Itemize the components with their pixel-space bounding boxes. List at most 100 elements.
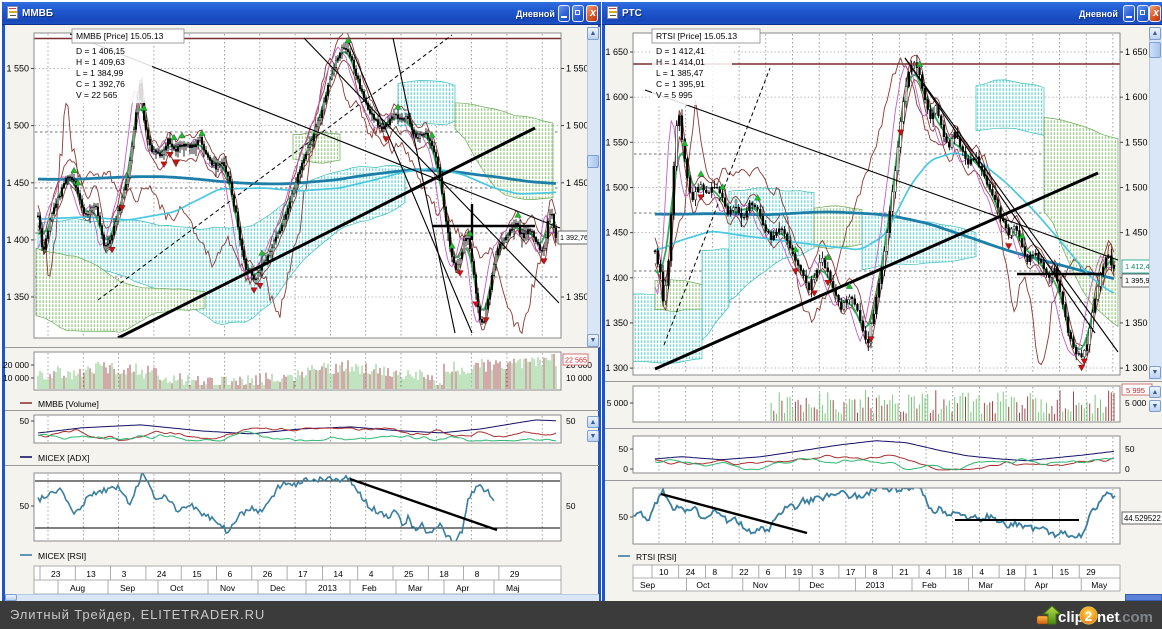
svg-text:24: 24 xyxy=(157,569,167,579)
svg-text:5 000: 5 000 xyxy=(607,398,629,408)
svg-text:Nov: Nov xyxy=(753,580,769,590)
svg-text:1 550: 1 550 xyxy=(6,64,29,74)
svg-text:MICEX [ADX]: MICEX [ADX] xyxy=(38,453,89,463)
svg-text:24: 24 xyxy=(686,567,696,577)
svg-text:Oct: Oct xyxy=(696,580,710,590)
svg-text:1 500: 1 500 xyxy=(566,121,589,131)
svg-text:RTSI [Price] 15.05.13: RTSI [Price] 15.05.13 xyxy=(656,31,737,41)
svg-text:17: 17 xyxy=(298,569,308,579)
svg-text:2013: 2013 xyxy=(866,580,885,590)
svg-text:50: 50 xyxy=(566,501,576,511)
svg-text:H = 1 414,01: H = 1 414,01 xyxy=(656,57,705,67)
svg-text:22: 22 xyxy=(739,567,749,577)
svg-text:4: 4 xyxy=(369,569,374,579)
svg-text:1 392,76: 1 392,76 xyxy=(560,233,588,242)
svg-text:L = 1 384,99: L = 1 384,99 xyxy=(76,68,123,78)
svg-text:1 450: 1 450 xyxy=(6,178,29,188)
svg-text:4: 4 xyxy=(926,567,931,577)
svg-text:2: 2 xyxy=(1085,608,1093,624)
svg-text:Sep: Sep xyxy=(120,583,135,593)
svg-text:ММВБ [Price] 15.05.13: ММВБ [Price] 15.05.13 xyxy=(76,31,164,41)
svg-text:1 350: 1 350 xyxy=(566,292,589,302)
svg-text:26: 26 xyxy=(263,569,273,579)
svg-text:1: 1 xyxy=(1033,567,1038,577)
svg-text:H = 1 409,63: H = 1 409,63 xyxy=(76,57,125,67)
svg-text:18: 18 xyxy=(1006,567,1016,577)
svg-text:C = 1 392,76: C = 1 392,76 xyxy=(76,79,125,89)
svg-text:1 550: 1 550 xyxy=(605,137,628,147)
svg-text:3: 3 xyxy=(819,567,824,577)
svg-text:20 000: 20 000 xyxy=(3,360,29,370)
svg-text:6: 6 xyxy=(766,567,771,577)
svg-text:1 550: 1 550 xyxy=(566,64,589,74)
svg-text:0: 0 xyxy=(1125,464,1130,474)
svg-text:8: 8 xyxy=(712,567,717,577)
svg-text:1 300: 1 300 xyxy=(605,363,628,373)
svg-text:1 500: 1 500 xyxy=(1125,182,1148,192)
svg-text:C = 1 395,91: C = 1 395,91 xyxy=(656,79,705,89)
svg-text:17: 17 xyxy=(846,567,856,577)
svg-text:23: 23 xyxy=(51,569,61,579)
svg-text:Dec: Dec xyxy=(270,583,286,593)
svg-text:50: 50 xyxy=(619,512,629,522)
svg-text:29: 29 xyxy=(510,569,520,579)
svg-text:18: 18 xyxy=(439,569,449,579)
svg-text:net: net xyxy=(1097,609,1120,626)
svg-text:1 350: 1 350 xyxy=(605,318,628,328)
svg-text:50: 50 xyxy=(1125,444,1135,454)
svg-text:1 400: 1 400 xyxy=(605,273,628,283)
svg-text:L = 1 385,47: L = 1 385,47 xyxy=(656,68,703,78)
svg-text:1 550: 1 550 xyxy=(1125,137,1148,147)
svg-text:Nov: Nov xyxy=(220,583,236,593)
svg-text:RTSI [RSI]: RTSI [RSI] xyxy=(636,552,676,562)
svg-text:1 600: 1 600 xyxy=(605,92,628,102)
svg-text:10 000: 10 000 xyxy=(3,373,29,383)
svg-text:50: 50 xyxy=(20,501,30,511)
svg-text:Mar: Mar xyxy=(978,580,993,590)
svg-text:1 300: 1 300 xyxy=(1125,363,1148,373)
svg-text:50: 50 xyxy=(20,416,30,426)
svg-text:19: 19 xyxy=(793,567,803,577)
svg-text:Feb: Feb xyxy=(362,583,377,593)
svg-text:Apr: Apr xyxy=(456,583,469,593)
svg-text:15: 15 xyxy=(1060,567,1070,577)
svg-text:1 350: 1 350 xyxy=(1125,318,1148,328)
svg-text:1 650: 1 650 xyxy=(605,47,628,57)
svg-text:5 000: 5 000 xyxy=(1125,398,1147,408)
svg-text:Maj: Maj xyxy=(506,583,520,593)
svg-text:21: 21 xyxy=(899,567,909,577)
svg-text:clip: clip xyxy=(1058,609,1084,626)
svg-text:8: 8 xyxy=(873,567,878,577)
svg-text:44.529522: 44.529522 xyxy=(1124,514,1161,523)
svg-text:5 995: 5 995 xyxy=(1126,386,1145,395)
svg-text:50: 50 xyxy=(566,416,576,426)
svg-text:1 650: 1 650 xyxy=(1125,47,1148,57)
svg-text:Dec: Dec xyxy=(809,580,825,590)
svg-text:D = 1 412,41: D = 1 412,41 xyxy=(656,46,705,56)
svg-text:.com: .com xyxy=(1118,609,1153,626)
svg-text:1 450: 1 450 xyxy=(1125,228,1148,238)
svg-text:1 450: 1 450 xyxy=(566,178,589,188)
svg-text:25: 25 xyxy=(404,569,414,579)
svg-text:3: 3 xyxy=(122,569,127,579)
svg-text:10 000: 10 000 xyxy=(566,373,592,383)
svg-text:2013: 2013 xyxy=(318,583,337,593)
svg-text:1 600: 1 600 xyxy=(1125,92,1148,102)
svg-text:ММВБ [Volume]: ММВБ [Volume] xyxy=(38,399,99,409)
svg-text:13: 13 xyxy=(86,569,96,579)
svg-text:15: 15 xyxy=(192,569,202,579)
svg-text:6: 6 xyxy=(228,569,233,579)
svg-text:4: 4 xyxy=(979,567,984,577)
svg-text:0: 0 xyxy=(623,464,628,474)
svg-text:8: 8 xyxy=(475,569,480,579)
svg-text:Sep: Sep xyxy=(640,580,655,590)
svg-text:Mar: Mar xyxy=(408,583,423,593)
svg-text:D = 1 406,15: D = 1 406,15 xyxy=(76,46,125,56)
svg-text:Aug: Aug xyxy=(70,583,85,593)
svg-text:1 400: 1 400 xyxy=(6,235,29,245)
svg-text:Oct: Oct xyxy=(170,583,184,593)
svg-text:50: 50 xyxy=(619,444,629,454)
svg-text:1 395,91: 1 395,91 xyxy=(1125,276,1154,285)
svg-text:22 565: 22 565 xyxy=(565,356,587,365)
svg-text:1 350: 1 350 xyxy=(6,292,29,302)
